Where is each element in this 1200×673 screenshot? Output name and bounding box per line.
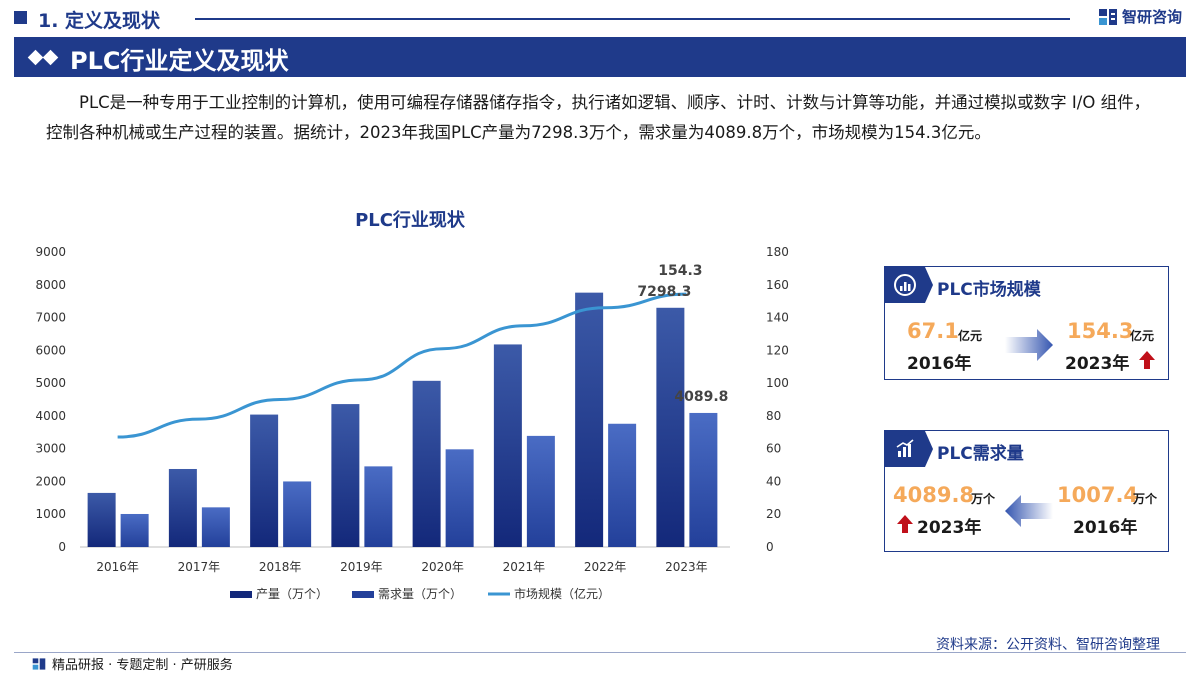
chart-title: PLC行业现状	[355, 210, 465, 231]
market-size-line	[117, 292, 687, 439]
demand-bar	[689, 412, 718, 547]
market-2016-year: 2016年	[907, 354, 972, 374]
demand-2023-value: 4089.8	[893, 483, 975, 507]
source-note: 资料来源：公开资料、智研咨询整理	[936, 637, 1160, 653]
title-banner: PLC行业定义及现状	[14, 37, 1186, 77]
right-tick-label: 100	[766, 376, 789, 390]
section-square-icon	[14, 11, 27, 24]
market-2023-value: 154.3	[1067, 319, 1134, 343]
demand-bar	[283, 481, 312, 547]
right-tick-label: 140	[766, 311, 789, 325]
x-tick-label: 2022年	[584, 560, 627, 574]
production-bar	[331, 404, 360, 547]
demand-2023-unit: 万个	[971, 492, 996, 506]
left-tick-label: 5000	[35, 376, 66, 390]
production-bar	[87, 492, 116, 547]
left-tick-label: 4000	[35, 409, 66, 423]
left-tick-label: 1000	[35, 507, 66, 521]
right-tick-label: 180	[766, 245, 789, 259]
production-bar	[493, 344, 522, 547]
demand-2016-unit: 万个	[1133, 492, 1158, 506]
market-data-label: 154.3	[658, 263, 702, 279]
footer-services: 精品研报 · 专题定制 · 产研服务	[32, 654, 233, 673]
left-tick-label: 7000	[35, 311, 66, 325]
x-tick-label: 2017年	[178, 560, 221, 574]
intro-paragraph: PLC是一种专用于工业控制的计算机，使用可编程存储器储存指令，执行诸如逻辑、顺序…	[46, 93, 1151, 142]
left-tick-label: 2000	[35, 474, 66, 488]
x-tick-label: 2023年	[665, 560, 708, 574]
brand-logo-icon	[32, 657, 46, 670]
left-tick-label: 6000	[35, 343, 66, 357]
right-tick-label: 60	[766, 442, 781, 456]
production-bar	[575, 292, 604, 547]
production-bar	[412, 380, 441, 547]
demand-bar	[445, 449, 474, 547]
legend-swatch-demand	[352, 591, 374, 598]
x-tick-label: 2016年	[96, 560, 139, 574]
production-bar	[656, 307, 685, 547]
arrow-up-icon	[897, 515, 913, 533]
market-2023-year: 2023年	[1065, 354, 1130, 374]
card-header: PLC需求量	[885, 431, 1168, 467]
demand-2016-year: 2016年	[1073, 518, 1138, 538]
right-tick-label: 40	[766, 474, 781, 488]
legend-label-production: 产量（万个）	[256, 587, 328, 601]
arrow-right-icon	[1005, 329, 1053, 361]
right-tick-label: 20	[766, 507, 781, 521]
card-title: PLC市场规模	[937, 280, 1041, 300]
demand-bar	[120, 513, 149, 547]
legend-label-market: 市场规模（亿元）	[514, 586, 610, 601]
left-tick-label: 3000	[35, 442, 66, 456]
top-bar: 1. 定义及现状 智研咨询	[0, 0, 1200, 36]
footer-rule	[14, 652, 1186, 653]
legend-swatch-production	[230, 591, 252, 598]
diamond-icon	[27, 49, 44, 66]
banner-title: PLC行业定义及现状	[70, 47, 289, 75]
demand-bar	[608, 423, 637, 547]
production-bar	[168, 468, 197, 547]
demand-2016-value: 1007.4	[1057, 483, 1139, 507]
card-header: PLC市场规模	[885, 267, 1168, 303]
right-tick-label: 80	[766, 409, 781, 423]
brand-logo-icon	[1098, 8, 1117, 25]
production-data-label: 7298.3	[637, 284, 691, 300]
x-tick-label: 2021年	[503, 560, 546, 574]
demand-data-label: 4089.8	[674, 389, 728, 405]
plc-chart: PLC行业现状 0 1000 2000 3000 4000 5000 6000 7000 800…	[30, 200, 790, 620]
left-tick-label: 9000	[35, 245, 66, 259]
chart-circle-icon	[891, 271, 919, 299]
header-rule	[195, 18, 1070, 20]
section-title: 1. 定义及现状	[38, 10, 161, 32]
demand-2023-year: 2023年	[917, 518, 982, 538]
demand-card: PLC需求量 4089.8 万个 2023年 1007.4 万个 2016年	[884, 430, 1169, 552]
arrow-up-icon	[1139, 351, 1155, 369]
x-tick-label: 2018年	[259, 560, 302, 574]
chart-svg: 0 1000 2000 3000 4000 5000 6000 7000 8000 9000 0 20…	[35, 245, 789, 601]
right-tick-label: 120	[766, 343, 789, 357]
card-header-bg	[885, 431, 933, 467]
right-tick-label: 160	[766, 278, 789, 292]
diamond-icon	[42, 49, 59, 66]
demand-bar	[526, 435, 555, 547]
production-bar	[250, 414, 279, 547]
market-2016-unit: 亿元	[958, 329, 983, 343]
x-tick-label: 2020年	[421, 560, 464, 574]
x-tick-label: 2019年	[340, 560, 383, 574]
market-size-card: PLC市场规模 67.1 亿元 2016年 154.3 亿元 2023年	[884, 266, 1169, 380]
brand: 智研咨询	[1098, 6, 1182, 27]
market-2016-value: 67.1	[907, 319, 959, 343]
services-text: 精品研报 · 专题定制 · 产研服务	[52, 658, 233, 673]
left-tick-label: 8000	[35, 278, 66, 292]
legend-label-demand: 需求量（万个）	[378, 587, 462, 601]
arrow-left-icon	[1005, 495, 1053, 527]
market-2023-unit: 亿元	[1130, 329, 1155, 343]
brand-name: 智研咨询	[1121, 8, 1182, 26]
demand-bar	[201, 507, 230, 547]
trend-bars-icon	[891, 435, 919, 463]
left-tick-label: 0	[58, 540, 66, 554]
right-tick-label: 0	[766, 540, 774, 554]
card-title: PLC需求量	[937, 444, 1024, 464]
demand-bar	[364, 466, 393, 547]
